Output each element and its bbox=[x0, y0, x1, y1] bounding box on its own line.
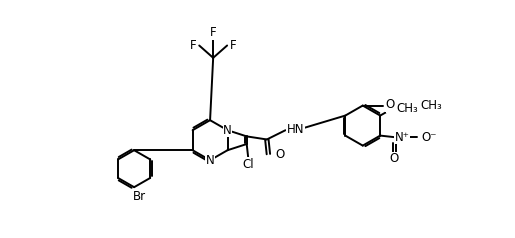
Text: O: O bbox=[389, 152, 399, 165]
Text: HN: HN bbox=[287, 123, 304, 136]
Text: Cl: Cl bbox=[243, 158, 254, 171]
Text: O: O bbox=[386, 100, 396, 113]
Text: O⁻: O⁻ bbox=[421, 131, 437, 144]
Text: F: F bbox=[210, 26, 216, 39]
Text: Br: Br bbox=[132, 190, 146, 203]
Text: CH₃: CH₃ bbox=[421, 99, 442, 112]
Text: O: O bbox=[276, 148, 285, 161]
Text: F: F bbox=[190, 39, 196, 52]
Text: N: N bbox=[205, 154, 214, 167]
Text: N⁺: N⁺ bbox=[395, 131, 410, 144]
Text: F: F bbox=[230, 39, 236, 52]
Text: O: O bbox=[385, 98, 394, 111]
Text: CH₃: CH₃ bbox=[396, 102, 418, 115]
Text: N: N bbox=[223, 124, 232, 137]
